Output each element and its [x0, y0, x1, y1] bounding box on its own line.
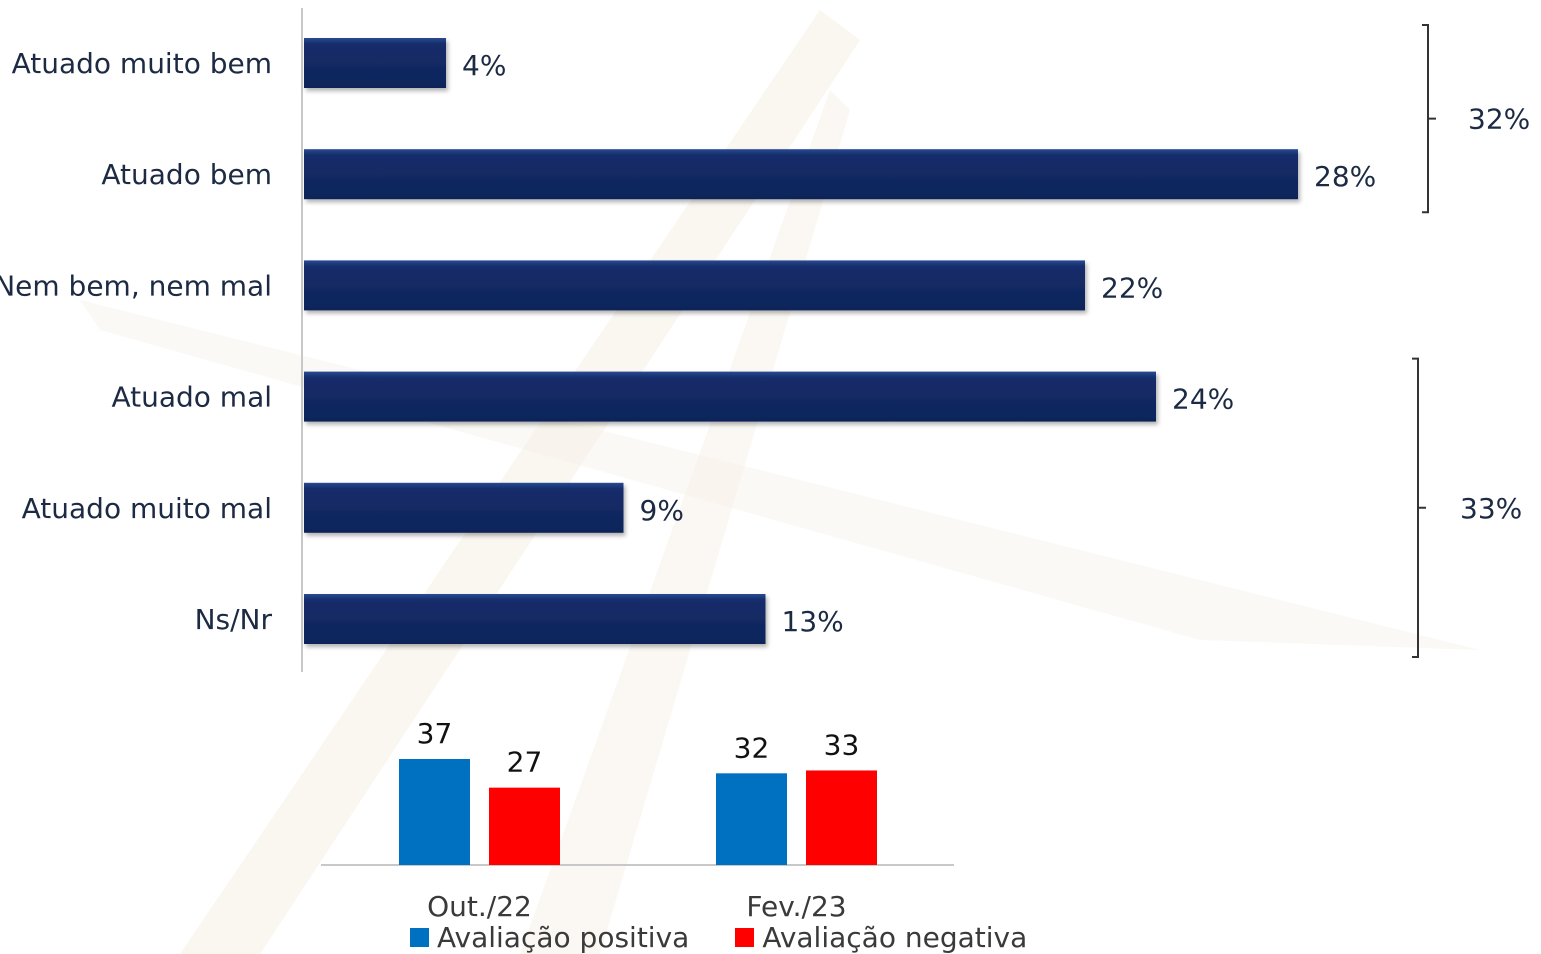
hbar-value-label-3: 24% [1172, 383, 1234, 416]
hbar-value-label-4: 9% [640, 494, 684, 527]
vbar-value-label-1-0: 32 [734, 731, 770, 764]
hbar-value-label-5: 13% [782, 605, 844, 638]
category-label-5: Ns/Nr [195, 603, 273, 636]
hbar-value-label-0: 4% [462, 49, 506, 82]
legend-item-negative: Avaliação negativa [735, 921, 1027, 954]
vbar-0-1 [489, 787, 560, 865]
vbar-category-label-0: Out./22 [427, 890, 532, 923]
hbar-2 [304, 260, 1085, 311]
comparison-legend: Avaliação positiva Avaliação negativa [410, 920, 1027, 954]
hbar-0 [304, 38, 446, 88]
legend-item-positive: Avaliação positiva [410, 921, 689, 954]
vbar-value-label-0-0: 37 [417, 717, 453, 750]
hbar-value-label-2: 22% [1101, 271, 1163, 304]
vbar-value-label-0-1: 27 [507, 746, 543, 779]
hbar-3 [304, 371, 1156, 422]
group-bracket-0 [1422, 24, 1436, 214]
vbar-0-0 [399, 759, 470, 865]
legend-swatch-negative [735, 927, 755, 947]
hbar-5 [304, 594, 766, 644]
category-label-4: Atuado muito mal [22, 492, 272, 525]
legend-swatch-positive [410, 927, 429, 947]
category-label-1: Atuado bem [101, 158, 272, 191]
vbar-category-label-1: Fev./23 [746, 890, 846, 923]
vbar-1-1 [806, 770, 877, 865]
group-bracket-1 [1412, 357, 1426, 658]
category-label-0: Atuado muito bem [12, 47, 272, 80]
vbar-1-0 [716, 773, 787, 865]
hbar-1 [304, 149, 1298, 200]
hbar-value-label-1: 28% [1314, 160, 1376, 193]
group-total-label-0: 32% [1468, 103, 1530, 136]
legend-label-positive: Avaliação positiva [437, 920, 690, 954]
legend-label-negative: Avaliação negativa [762, 920, 1028, 954]
category-label-2: Nem bem, nem mal [0, 269, 272, 302]
hbar-4 [304, 482, 624, 533]
vbar-value-label-1-1: 33 [824, 728, 860, 761]
category-label-3: Atuado mal [111, 381, 272, 414]
group-total-label-1: 33% [1460, 492, 1522, 525]
